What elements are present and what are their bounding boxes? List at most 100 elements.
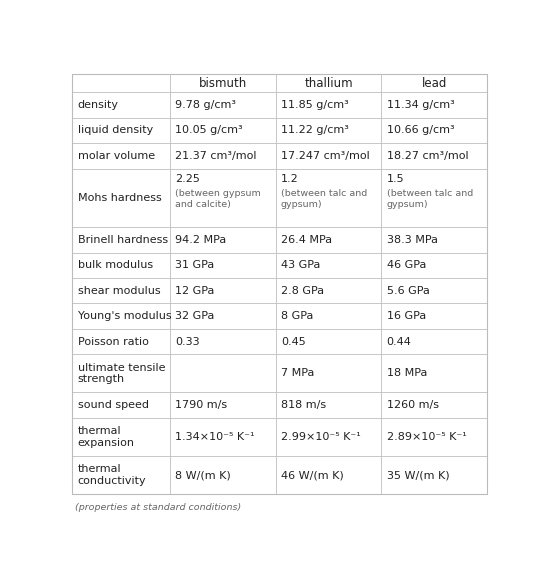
Bar <box>382 418 487 456</box>
Bar <box>382 168 487 227</box>
Bar <box>382 392 487 418</box>
Bar <box>170 418 276 456</box>
Text: 1260 m/s: 1260 m/s <box>387 400 438 410</box>
Text: 35 W/(m K): 35 W/(m K) <box>387 470 449 480</box>
Bar <box>382 354 487 392</box>
Text: 2.25: 2.25 <box>175 174 200 184</box>
Text: 26.4 MPa: 26.4 MPa <box>281 235 332 245</box>
Text: 7 MPa: 7 MPa <box>281 368 314 378</box>
Bar <box>73 392 170 418</box>
Text: 46 W/(m K): 46 W/(m K) <box>281 470 343 480</box>
Text: 17.247 cm³/mol: 17.247 cm³/mol <box>281 151 370 161</box>
Text: 2.99×10⁻⁵ K⁻¹: 2.99×10⁻⁵ K⁻¹ <box>281 432 360 442</box>
Text: 18 MPa: 18 MPa <box>387 368 427 378</box>
Bar <box>170 118 276 143</box>
Bar <box>73 168 170 227</box>
Bar <box>170 329 276 354</box>
Bar <box>170 456 276 494</box>
Text: sound speed: sound speed <box>78 400 149 410</box>
Bar <box>276 92 382 118</box>
Bar <box>170 252 276 278</box>
Text: 9.78 g/cm³: 9.78 g/cm³ <box>175 100 236 110</box>
Bar <box>170 75 276 92</box>
Bar <box>170 227 276 252</box>
Text: shear modulus: shear modulus <box>78 286 160 296</box>
Bar <box>73 303 170 329</box>
Text: 31 GPa: 31 GPa <box>175 260 214 271</box>
Text: 1.2: 1.2 <box>281 174 299 184</box>
Text: 1.5: 1.5 <box>387 174 404 184</box>
Bar <box>73 227 170 252</box>
Text: molar volume: molar volume <box>78 151 155 161</box>
Bar <box>73 329 170 354</box>
Text: 10.05 g/cm³: 10.05 g/cm³ <box>175 125 242 135</box>
Text: ultimate tensile
strength: ultimate tensile strength <box>78 363 165 384</box>
Bar <box>170 143 276 168</box>
Bar <box>382 143 487 168</box>
Text: bismuth: bismuth <box>199 77 247 90</box>
Text: 818 m/s: 818 m/s <box>281 400 326 410</box>
Bar <box>276 418 382 456</box>
Text: thallium: thallium <box>304 77 353 90</box>
Bar <box>382 252 487 278</box>
Text: 16 GPa: 16 GPa <box>387 311 426 321</box>
Text: 18.27 cm³/mol: 18.27 cm³/mol <box>387 151 468 161</box>
Bar <box>73 75 170 92</box>
Text: 11.85 g/cm³: 11.85 g/cm³ <box>281 100 348 110</box>
Text: 0.33: 0.33 <box>175 336 200 346</box>
Bar <box>170 168 276 227</box>
Bar <box>276 354 382 392</box>
Text: 8 GPa: 8 GPa <box>281 311 313 321</box>
Text: (between talc and
gypsum): (between talc and gypsum) <box>387 189 473 209</box>
Text: 5.6 GPa: 5.6 GPa <box>387 286 429 296</box>
Bar <box>170 303 276 329</box>
Bar <box>73 418 170 456</box>
Bar <box>276 303 382 329</box>
Bar <box>276 118 382 143</box>
Bar <box>382 118 487 143</box>
Bar <box>382 75 487 92</box>
Text: (between talc and
gypsum): (between talc and gypsum) <box>281 189 367 209</box>
Bar <box>276 252 382 278</box>
Text: 0.44: 0.44 <box>387 336 411 346</box>
Text: 11.22 g/cm³: 11.22 g/cm³ <box>281 125 349 135</box>
Text: (properties at standard conditions): (properties at standard conditions) <box>75 503 241 512</box>
Text: 2.89×10⁻⁵ K⁻¹: 2.89×10⁻⁵ K⁻¹ <box>387 432 466 442</box>
Text: 32 GPa: 32 GPa <box>175 311 215 321</box>
Bar <box>276 392 382 418</box>
Text: thermal
conductivity: thermal conductivity <box>78 464 146 486</box>
Bar <box>170 354 276 392</box>
Bar <box>276 227 382 252</box>
Text: 21.37 cm³/mol: 21.37 cm³/mol <box>175 151 257 161</box>
Text: Poisson ratio: Poisson ratio <box>78 336 149 346</box>
Bar <box>73 278 170 303</box>
Bar <box>73 456 170 494</box>
Text: 0.45: 0.45 <box>281 336 306 346</box>
Text: 2.8 GPa: 2.8 GPa <box>281 286 324 296</box>
Bar <box>170 278 276 303</box>
Text: 10.66 g/cm³: 10.66 g/cm³ <box>387 125 454 135</box>
Bar <box>73 118 170 143</box>
Text: 11.34 g/cm³: 11.34 g/cm³ <box>387 100 454 110</box>
Text: (between gypsum
and calcite): (between gypsum and calcite) <box>175 189 261 209</box>
Bar <box>276 278 382 303</box>
Text: 1790 m/s: 1790 m/s <box>175 400 227 410</box>
Bar <box>382 329 487 354</box>
Text: thermal
expansion: thermal expansion <box>78 426 134 448</box>
Text: 46 GPa: 46 GPa <box>387 260 426 271</box>
Text: density: density <box>78 100 118 110</box>
Bar <box>382 92 487 118</box>
Bar <box>170 392 276 418</box>
Text: 38.3 MPa: 38.3 MPa <box>387 235 437 245</box>
Bar <box>73 354 170 392</box>
Text: Brinell hardness: Brinell hardness <box>78 235 168 245</box>
Bar <box>382 278 487 303</box>
Bar <box>73 143 170 168</box>
Text: bulk modulus: bulk modulus <box>78 260 153 271</box>
Bar <box>276 75 382 92</box>
Bar <box>276 329 382 354</box>
Text: Mohs hardness: Mohs hardness <box>78 193 161 203</box>
Bar <box>276 168 382 227</box>
Bar <box>382 303 487 329</box>
Bar <box>382 227 487 252</box>
